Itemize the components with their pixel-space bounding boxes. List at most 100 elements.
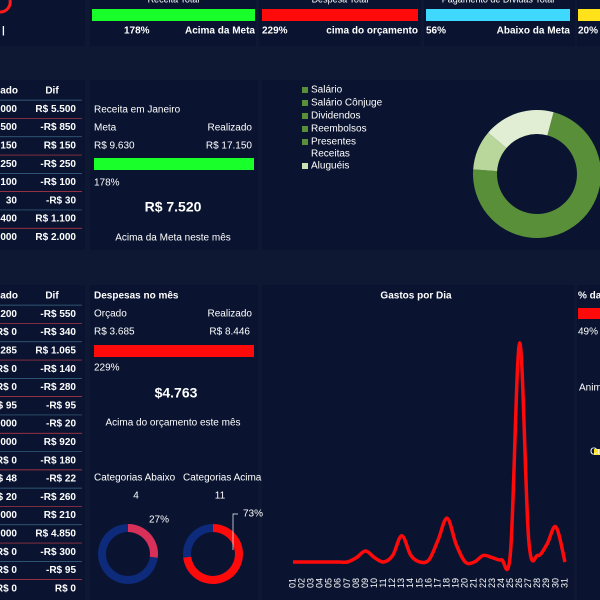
table-cell: R$ 150 — [44, 141, 77, 152]
table-cell: 100 — [0, 177, 17, 188]
table-cell: 000 — [0, 419, 17, 430]
panel — [259, 0, 421, 46]
table-cell: R$ 210 — [44, 510, 77, 521]
panel — [90, 0, 256, 46]
panel-title: Despesas no mês — [94, 291, 179, 302]
legend-label: Reembolsos — [311, 124, 367, 135]
label: Realizado — [208, 309, 253, 320]
table-cell: -R$ 300 — [40, 547, 76, 558]
percent: 229% — [94, 363, 120, 374]
table-header: Dif — [45, 291, 59, 302]
table-cell: 000 — [0, 510, 17, 521]
percent: 49% — [578, 327, 598, 338]
x-tick-label: 31 — [559, 578, 569, 588]
kpi-bar — [262, 9, 418, 21]
kpi-status: cima do orçamento — [326, 26, 418, 37]
table-cell: 250 — [0, 159, 17, 170]
kpi-title: Receita Total — [148, 0, 200, 4]
x-tick-label: 07 — [342, 578, 352, 588]
table-cell: 000 — [0, 104, 17, 115]
x-tick-label: 21 — [469, 578, 479, 588]
chart-title: Gastos por Dia — [380, 291, 452, 302]
legend-marker — [302, 87, 308, 93]
table-cell: R$ 0 — [0, 565, 17, 576]
legend-label: Dividendos — [311, 111, 360, 122]
x-tick-label: 14 — [405, 578, 415, 588]
x-tick-label: 29 — [541, 578, 551, 588]
x-tick-label: 17 — [432, 578, 442, 588]
table-cell: 30 — [6, 195, 18, 206]
table-cell: R$ 920 — [44, 437, 77, 448]
x-tick-label: 02 — [296, 578, 306, 588]
table-cell: 500 — [0, 122, 17, 133]
kpi-title: Pagamento de Dívidas Total — [442, 0, 554, 4]
x-tick-label: 30 — [550, 578, 560, 588]
legend-marker — [302, 100, 308, 106]
label: Anim — [579, 383, 600, 394]
table-cell: -R$ 95 — [46, 565, 76, 576]
table-cell: R$ 1.065 — [35, 346, 76, 357]
table-cell: -R$ 140 — [40, 364, 76, 375]
table-cell: 000 — [0, 232, 17, 243]
legend-label: Aluguéis — [311, 161, 349, 172]
table-cell: -R$ 250 — [40, 159, 76, 170]
leader — [232, 513, 238, 550]
donut-segment — [473, 132, 507, 172]
legend-marker — [302, 113, 308, 119]
table-cell: -R$ 95 — [46, 400, 76, 411]
label: Realizado — [208, 123, 253, 134]
kpi-percent: 20% — [578, 26, 598, 37]
panel — [90, 285, 258, 600]
x-tick-label: 06 — [333, 578, 343, 588]
table-cell: -R$ 550 — [40, 309, 76, 320]
progress-bar — [94, 158, 254, 170]
x-tick-label: 10 — [369, 578, 379, 588]
table-cell: -R$ 100 — [40, 177, 76, 188]
table-cell: 400 — [0, 214, 17, 225]
table-cell: R$ 1.100 — [35, 214, 76, 225]
table-cell: 150 — [0, 141, 17, 152]
table-cell: R$ 48 — [0, 474, 17, 485]
panel — [577, 0, 600, 46]
x-tick-label: 20 — [460, 578, 470, 588]
progress-bar — [94, 345, 254, 357]
table-cell: R$ 0 — [55, 583, 77, 594]
panel — [0, 285, 85, 600]
marker — [594, 449, 600, 455]
table-cell: -R$ 20 — [46, 419, 76, 430]
fragment: | — [2, 26, 5, 37]
label: Orçado — [94, 309, 127, 320]
table-cell: 200 — [0, 309, 17, 320]
legend-label: Salário — [311, 85, 343, 96]
table-cell: -R$ 180 — [40, 455, 76, 466]
kpi-bar — [578, 9, 600, 21]
kpi-percent: 178% — [124, 26, 150, 37]
legend-marker — [302, 126, 308, 132]
count: 11 — [215, 491, 226, 502]
table-cell: R$ 0 — [0, 382, 17, 393]
x-tick-label: 25 — [505, 578, 515, 588]
message: Acima da Meta neste mês — [115, 233, 231, 244]
x-tick-label: 23 — [487, 578, 497, 588]
x-tick-label: 22 — [478, 578, 488, 588]
table-cell: 000 — [0, 437, 17, 448]
kpi-status: Abaixo da Meta — [497, 26, 571, 37]
kpi-bar — [426, 9, 570, 21]
x-tick-label: 05 — [324, 578, 334, 588]
table-cell: -R$ 340 — [40, 327, 76, 338]
percent: 178% — [94, 178, 120, 189]
table-cell: -R$ 22 — [46, 474, 76, 485]
x-tick-label: 12 — [387, 578, 397, 588]
panel — [424, 0, 575, 46]
table-cell: R$ 5.500 — [35, 104, 76, 115]
panel-title: Receita em Janeiro — [94, 105, 181, 116]
panel — [0, 80, 85, 250]
panel — [262, 285, 574, 600]
x-tick-label: 11 — [378, 578, 388, 587]
value: R$ 9.630 — [94, 141, 135, 152]
table-cell: R$ 0 — [0, 364, 17, 375]
gauge-arc — [0, 0, 12, 14]
x-tick-label: 19 — [451, 578, 461, 588]
table-cell: R$ 0 — [0, 455, 17, 466]
